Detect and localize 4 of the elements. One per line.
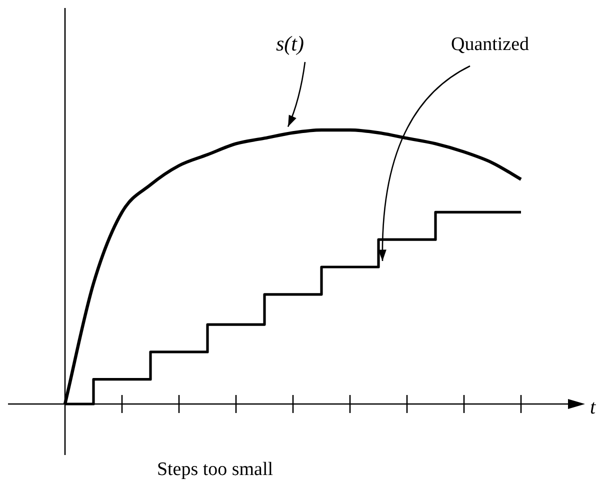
text: s(t): [276, 32, 304, 56]
text: Steps too small: [156, 458, 274, 480]
text: Quantized: [450, 34, 530, 55]
x-axis-title: t: [590, 396, 596, 418]
